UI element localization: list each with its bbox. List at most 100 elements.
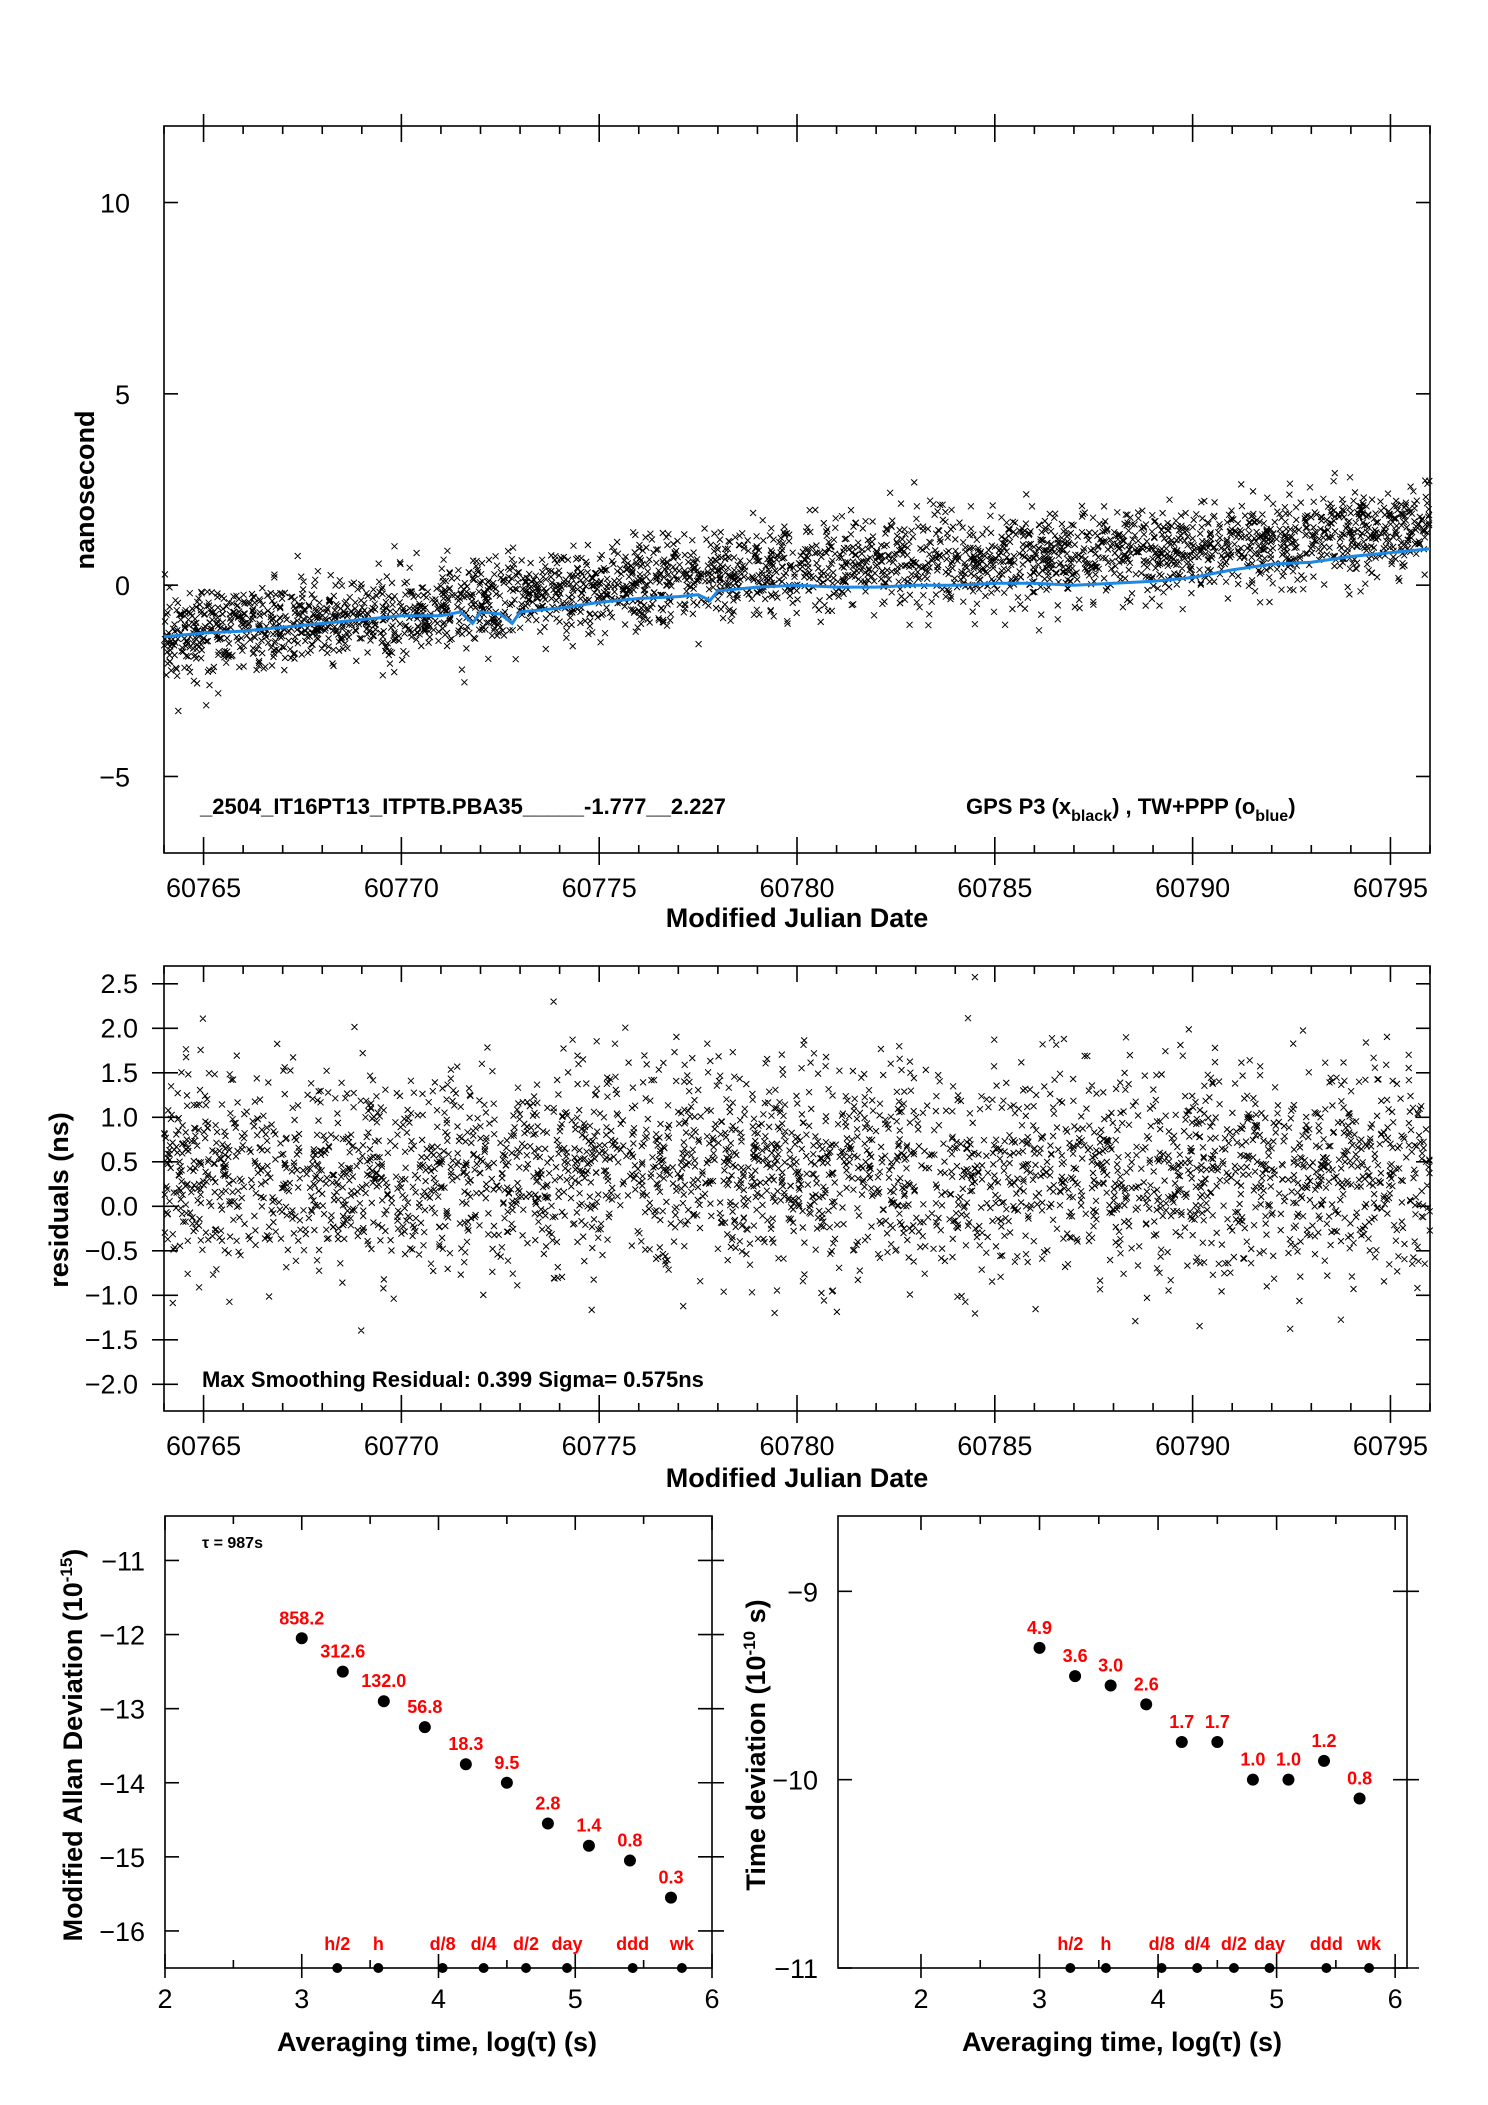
p3-ytick-label: −11 bbox=[101, 1546, 145, 1576]
p1-xtick-label: 60785 bbox=[957, 873, 1032, 903]
p4-marker-label: h/2 bbox=[1057, 1934, 1083, 1954]
p3-point-label: 0.3 bbox=[658, 1868, 683, 1888]
p3-ylabel-main: Modified Allan Deviation (10 bbox=[58, 1582, 88, 1941]
p3-point bbox=[582, 1839, 595, 1852]
p3-point-label: 0.8 bbox=[617, 1831, 642, 1851]
p3-point-label: 18.3 bbox=[448, 1734, 483, 1754]
p1-xtick-label: 60775 bbox=[562, 873, 637, 903]
p2-annotation: Max Smoothing Residual: 0.399 Sigma= 0.5… bbox=[202, 1367, 704, 1392]
p2-ytick-label: 2.5 bbox=[100, 969, 138, 999]
p2-xtick-label: 60770 bbox=[364, 1431, 439, 1461]
p4-marker-label: wk bbox=[1356, 1934, 1382, 1954]
p2-ticks: −2.0 −1.5 −1.0 −0.5 0.0 0.5 1.0 1.5 2.0 2.5 60765 6… bbox=[85, 966, 1431, 1461]
p2-ytick-label: 0.0 bbox=[100, 1191, 138, 1221]
p4-marker-dot bbox=[1264, 1963, 1275, 1973]
p4-point bbox=[1353, 1792, 1366, 1805]
p3-point-label: 312.6 bbox=[320, 1642, 365, 1662]
p2-ytick-label: −1.0 bbox=[85, 1280, 138, 1310]
p2-ytick-label: 0.5 bbox=[100, 1147, 138, 1177]
legend-sub-black: black bbox=[1071, 808, 1112, 825]
p1-xtick-label: 60790 bbox=[1155, 873, 1230, 903]
p3-point-label: 1.4 bbox=[576, 1816, 601, 1836]
panel-residuals: −2.0 −1.5 −1.0 −0.5 0.0 0.5 1.0 1.5 2.0 2.5 60765 6… bbox=[44, 965, 1434, 1493]
p4-point bbox=[1104, 1679, 1117, 1692]
p4-marker-dot bbox=[1100, 1963, 1111, 1973]
p3-point bbox=[541, 1817, 554, 1830]
p3-marker-label: d/8 bbox=[430, 1934, 456, 1954]
p1-ytick-label: 0 bbox=[115, 571, 130, 601]
p3-xtick-label: 4 bbox=[431, 1984, 446, 2014]
p3-point bbox=[295, 1632, 308, 1645]
p2-ytick-label: 1.0 bbox=[100, 1102, 138, 1132]
p3-point bbox=[623, 1854, 636, 1867]
p3-marker-label: h/2 bbox=[324, 1934, 350, 1954]
p3-xtick-label: 6 bbox=[704, 1984, 719, 2014]
gps-p3-points bbox=[160, 469, 1433, 715]
p4-point bbox=[1318, 1754, 1331, 1767]
p3-ytick-label: −16 bbox=[99, 1917, 145, 1947]
p2-xtick-label: 60785 bbox=[957, 1431, 1032, 1461]
p3-point bbox=[418, 1721, 431, 1734]
p3-xtick-label: 5 bbox=[568, 1984, 583, 2014]
p4-point bbox=[1282, 1773, 1295, 1786]
p4-point-label: 1.2 bbox=[1312, 1731, 1337, 1751]
p4-ylabel-end: s) bbox=[741, 1599, 771, 1631]
p3-point-label: 132.0 bbox=[361, 1671, 406, 1691]
p3-point bbox=[377, 1695, 390, 1708]
p3-xlabel: Averaging time, log(τ) (s) bbox=[277, 2027, 597, 2057]
p4-point-label: 4.9 bbox=[1027, 1618, 1052, 1638]
p1-ticks: −5 0 5 10 60765 60770 60775 60780 60785 60790 6079… bbox=[99, 114, 1431, 903]
p1-ytick-label: −5 bbox=[99, 762, 130, 792]
p3-ticks: −16 −15 −14 −13 −12 −11 2 3 4 5 6 bbox=[99, 1516, 724, 2014]
p2-xtick-label: 60780 bbox=[759, 1431, 834, 1461]
p2-ytick-label: 2.0 bbox=[100, 1013, 138, 1043]
p3-point bbox=[500, 1776, 513, 1789]
p3-point bbox=[664, 1891, 677, 1904]
p2-ytick-label: −1.5 bbox=[85, 1325, 138, 1355]
panel-mdev: −16 −15 −14 −13 −12 −11 2 3 4 5 6 858.2 312.6 132.05… bbox=[57, 1515, 724, 2057]
p3-ytick-label: −15 bbox=[99, 1843, 145, 1873]
p3-ylabel: Modified Allan Deviation (10-15) bbox=[57, 1549, 88, 1942]
p4-marker-dot bbox=[1228, 1963, 1239, 1973]
p4-point bbox=[1246, 1773, 1259, 1786]
p1-ytick-label: 5 bbox=[115, 380, 130, 410]
p2-scatter-cloud bbox=[160, 973, 1434, 1334]
p4-point bbox=[1140, 1698, 1153, 1711]
p1-ylabel: nanosecond bbox=[70, 410, 100, 569]
p2-xtick-label: 60775 bbox=[562, 1431, 637, 1461]
p3-marker-dot bbox=[562, 1963, 573, 1973]
p4-points: 4.9 3.6 3.0 2.6 1.7 1.7 1.0 1.0 1.2 0.8 h/2 h d/8 d/4… bbox=[1027, 1618, 1382, 1973]
p3-xtick-label: 2 bbox=[157, 1984, 172, 2014]
p1-xtick-label: 60770 bbox=[364, 873, 439, 903]
p4-point bbox=[1211, 1736, 1224, 1748]
p4-ytick-label: −9 bbox=[787, 1577, 818, 1607]
p1-xtick-label: 60795 bbox=[1353, 873, 1428, 903]
p3-marker-label: wk bbox=[669, 1934, 695, 1954]
p2-xtick-label: 60765 bbox=[166, 1431, 241, 1461]
panel4-frame bbox=[837, 1515, 1408, 1969]
p4-marker-label: d/2 bbox=[1221, 1934, 1247, 1954]
p3-marker-dot bbox=[478, 1963, 489, 1973]
p4-marker-dot bbox=[1321, 1963, 1332, 1973]
p4-point-label: 2.6 bbox=[1134, 1674, 1159, 1694]
p4-ytick-label: −10 bbox=[772, 1766, 818, 1796]
p4-ticks: −11 −10 −9 2 3 4 5 6 bbox=[772, 1516, 1419, 2014]
p4-point-label: 1.0 bbox=[1276, 1750, 1301, 1770]
p4-xlabel: Averaging time, log(τ) (s) bbox=[962, 2027, 1282, 2057]
panel1-frame bbox=[163, 125, 1431, 854]
p1-annotation: _2504_IT16PT13_ITPTB.PBA35_____-1.777__2… bbox=[199, 794, 726, 819]
p3-point-label: 858.2 bbox=[279, 1608, 324, 1628]
p3-ylabel-end: ) bbox=[58, 1549, 88, 1558]
p4-point-label: 1.7 bbox=[1205, 1712, 1230, 1732]
p4-marker-label: day bbox=[1254, 1934, 1285, 1954]
p2-ytick-label: −0.5 bbox=[85, 1236, 138, 1266]
p4-marker-label: h bbox=[1100, 1934, 1111, 1954]
p3-marker-dot bbox=[437, 1963, 448, 1973]
p3-ytick-label: −13 bbox=[99, 1695, 145, 1725]
p4-point bbox=[1175, 1736, 1188, 1748]
tau-note: τ = 987s bbox=[202, 1535, 263, 1552]
p4-marker-dot bbox=[1156, 1963, 1167, 1973]
residual-points bbox=[160, 973, 1434, 1334]
p3-marker-label: h bbox=[373, 1934, 384, 1954]
